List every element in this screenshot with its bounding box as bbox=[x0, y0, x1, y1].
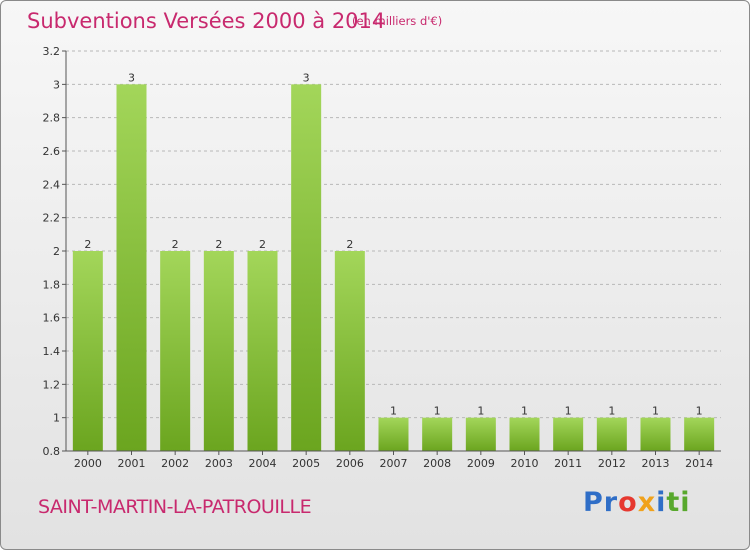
bar bbox=[684, 417, 715, 451]
y-tick-label: 2.4 bbox=[43, 178, 61, 191]
y-tick-label: 1.8 bbox=[43, 278, 61, 291]
logo-letter: x bbox=[637, 487, 657, 518]
chart-subtitle: (en milliers d'€) bbox=[352, 14, 443, 28]
bar-value-label: 1 bbox=[696, 405, 703, 418]
logo-letter: o bbox=[618, 487, 638, 518]
x-tick-label: 2008 bbox=[423, 457, 451, 470]
bar bbox=[203, 251, 234, 451]
bar-value-label: 1 bbox=[477, 405, 484, 418]
labels-layer: 2 3 2 2 2 3 2 1 1 1 1 1 1 1 1 bbox=[84, 71, 702, 417]
bar bbox=[553, 417, 584, 451]
y-tick-label: 2 bbox=[53, 245, 60, 258]
y-tick-label: 2.8 bbox=[43, 112, 61, 125]
x-tick-label: 2003 bbox=[205, 457, 233, 470]
bar bbox=[116, 84, 147, 451]
y-tick-label: 0.8 bbox=[43, 445, 61, 458]
logo-letter: i bbox=[656, 487, 667, 518]
bar bbox=[640, 417, 671, 451]
bar bbox=[509, 417, 540, 451]
bars-layer bbox=[72, 84, 715, 451]
x-tick-label: 2012 bbox=[598, 457, 626, 470]
y-tick-label: 1 bbox=[53, 412, 60, 425]
x-tick-label: 2010 bbox=[511, 457, 539, 470]
bar-value-label: 1 bbox=[434, 405, 441, 418]
x-tick-label: 2009 bbox=[467, 457, 495, 470]
x-tick-label: 2002 bbox=[161, 457, 189, 470]
y-tick-label: 2.6 bbox=[43, 145, 61, 158]
x-tick-label: 2000 bbox=[74, 457, 102, 470]
bar bbox=[596, 417, 627, 451]
y-tick-label: 1.2 bbox=[43, 378, 61, 391]
bar bbox=[465, 417, 496, 451]
axis-layer: 0.8 1 1.2 1.4 1.6 1.8 2 2.2 2.4 2.6 2.8 3 3.2 2000 200… bbox=[43, 45, 721, 470]
logo-letter: P bbox=[583, 487, 604, 518]
bar-value-label: 3 bbox=[128, 71, 135, 84]
bar-value-label: 1 bbox=[565, 405, 572, 418]
bar bbox=[291, 84, 322, 451]
logo-letter: t bbox=[666, 487, 681, 518]
bar-value-label: 2 bbox=[346, 238, 353, 251]
y-tick-label: 3.2 bbox=[43, 45, 61, 58]
bar-value-label: 2 bbox=[172, 238, 179, 251]
bar bbox=[247, 251, 278, 451]
y-tick-label: 3 bbox=[53, 78, 60, 91]
bar-value-label: 2 bbox=[84, 238, 91, 251]
x-tick-label: 2011 bbox=[554, 457, 582, 470]
bar-value-label: 2 bbox=[259, 238, 266, 251]
x-tick-label: 2001 bbox=[118, 457, 146, 470]
bar-value-label: 1 bbox=[390, 405, 397, 418]
bar bbox=[378, 417, 409, 451]
x-tick-label: 2004 bbox=[249, 457, 277, 470]
bar-value-label: 1 bbox=[652, 405, 659, 418]
proxiti-logo: Proxiti bbox=[583, 487, 691, 518]
bar-value-label: 2 bbox=[215, 238, 222, 251]
x-tick-label: 2006 bbox=[336, 457, 364, 470]
bar-value-label: 1 bbox=[608, 405, 615, 418]
bar bbox=[160, 251, 191, 451]
bar bbox=[334, 251, 365, 451]
y-tick-label: 1.4 bbox=[43, 345, 61, 358]
logo-letter: i bbox=[680, 487, 691, 518]
bar-value-label: 1 bbox=[521, 405, 528, 418]
x-tick-label: 2013 bbox=[642, 457, 670, 470]
chart-title: Subventions Versées 2000 à 2014 bbox=[27, 9, 386, 33]
x-tick-label: 2005 bbox=[292, 457, 320, 470]
bar bbox=[72, 251, 103, 451]
x-tick-label: 2007 bbox=[380, 457, 408, 470]
bar bbox=[422, 417, 453, 451]
x-tick-label: 2014 bbox=[685, 457, 713, 470]
y-tick-label: 2.2 bbox=[43, 212, 61, 225]
commune-name: SAINT-MARTIN-LA-PATROUILLE bbox=[38, 496, 312, 518]
logo-letter: r bbox=[603, 487, 619, 518]
bar-value-label: 3 bbox=[303, 71, 310, 84]
y-tick-label: 1.6 bbox=[43, 312, 61, 325]
